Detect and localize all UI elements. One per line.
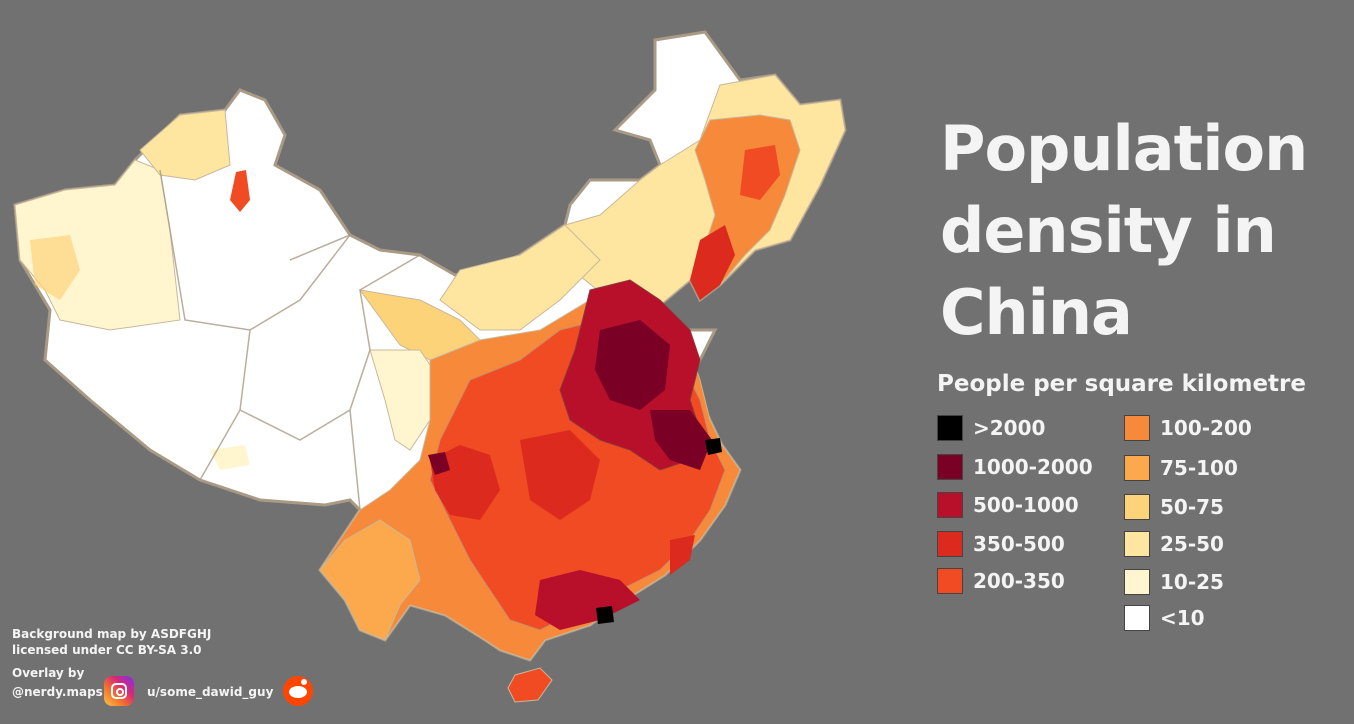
- legend-item-75-100: 75-100: [1124, 453, 1238, 483]
- legend-swatch: [937, 415, 963, 441]
- legend-label: 75-100: [1160, 456, 1238, 480]
- legend-label: 25-50: [1160, 532, 1224, 556]
- province-borders: [159, 169, 421, 511]
- legend-swatch: [937, 492, 963, 518]
- region-guangdong-red: [535, 570, 640, 630]
- region-fujian-coast: [670, 535, 695, 575]
- region-hainan: [507, 667, 553, 703]
- region-north-light: [439, 224, 601, 331]
- legend-label: 200-350: [973, 569, 1065, 593]
- title-line-2: density in: [940, 194, 1277, 267]
- legend-item-10-25: 10-25: [1124, 567, 1224, 597]
- legend-label: 100-200: [1160, 416, 1252, 440]
- region-xinjiang-south: [30, 235, 80, 300]
- legend-label: 350-500: [973, 532, 1065, 556]
- legend-swatch: [1124, 605, 1150, 631]
- region-urumqi: [230, 170, 250, 212]
- region-hubei-hunan: [520, 430, 600, 520]
- legend-item-50-75: 50-75: [1124, 492, 1224, 522]
- legend-item-200-350: 200-350: [937, 566, 1065, 596]
- legend-label: >2000: [973, 416, 1046, 440]
- title-line-3: China: [940, 276, 1133, 349]
- legend-item-25-50: 25-50: [1124, 529, 1224, 559]
- legend-swatch: [937, 531, 963, 557]
- legend-swatch: [1124, 415, 1150, 441]
- legend-item-350-500: 350-500: [937, 529, 1065, 559]
- legend-swatch: [1124, 455, 1150, 481]
- region-northeast-red: [740, 145, 780, 200]
- legend-item-100-200: 100-200: [1124, 413, 1252, 443]
- instagram-icon: [104, 676, 134, 706]
- region-qinghai-east: [369, 349, 441, 451]
- region-chengdu: [428, 452, 450, 475]
- region-pearl-delta: [596, 606, 614, 624]
- legend-label: 1000-2000: [973, 455, 1093, 479]
- region-henan-shandong: [595, 320, 670, 410]
- legend-label: 50-75: [1160, 495, 1224, 519]
- title-line-1: Population: [940, 112, 1308, 185]
- legend-swatch: [937, 568, 963, 594]
- region-liaoning: [690, 225, 735, 300]
- legend-swatch: [1124, 531, 1150, 557]
- legend-label: 10-25: [1160, 570, 1224, 594]
- region-xinjiang-north: [139, 109, 231, 181]
- instagram-handle: @nerdy.maps: [12, 685, 103, 699]
- legend-label: 500-1000: [973, 493, 1079, 517]
- legend-swatch: [1124, 569, 1150, 595]
- region-tibet-east-light: [210, 445, 250, 470]
- background-credit-line-1: Background map by ASDFGHJ: [12, 627, 212, 641]
- map-title: Population density in China: [940, 108, 1340, 354]
- china-density-map: [13, 30, 847, 703]
- legend-item-500-1000: 500-1000: [937, 490, 1079, 520]
- background-credit: Background map by ASDFGHJ licensed under…: [12, 626, 211, 658]
- legend-item-1000-2000: 1000-2000: [937, 452, 1093, 482]
- legend-item-gt2000: >2000: [937, 413, 1045, 443]
- overlay-credit-label: Overlay by: [12, 666, 85, 680]
- legend-swatch: [1124, 494, 1150, 520]
- legend-heading: People per square kilometre: [937, 371, 1306, 397]
- legend-label: <10: [1160, 606, 1205, 630]
- reddit-username: u/some_dawid_guy: [147, 685, 274, 699]
- region-yunnan: [319, 519, 421, 641]
- region-jiangsu: [650, 410, 712, 470]
- background-credit-line-2: licensed under CC BY-SA 3.0: [12, 643, 202, 657]
- legend-item-lt10: <10: [1124, 603, 1205, 633]
- region-shanghai: [705, 438, 722, 455]
- reddit-icon: [283, 676, 313, 706]
- legend-swatch: [937, 454, 963, 480]
